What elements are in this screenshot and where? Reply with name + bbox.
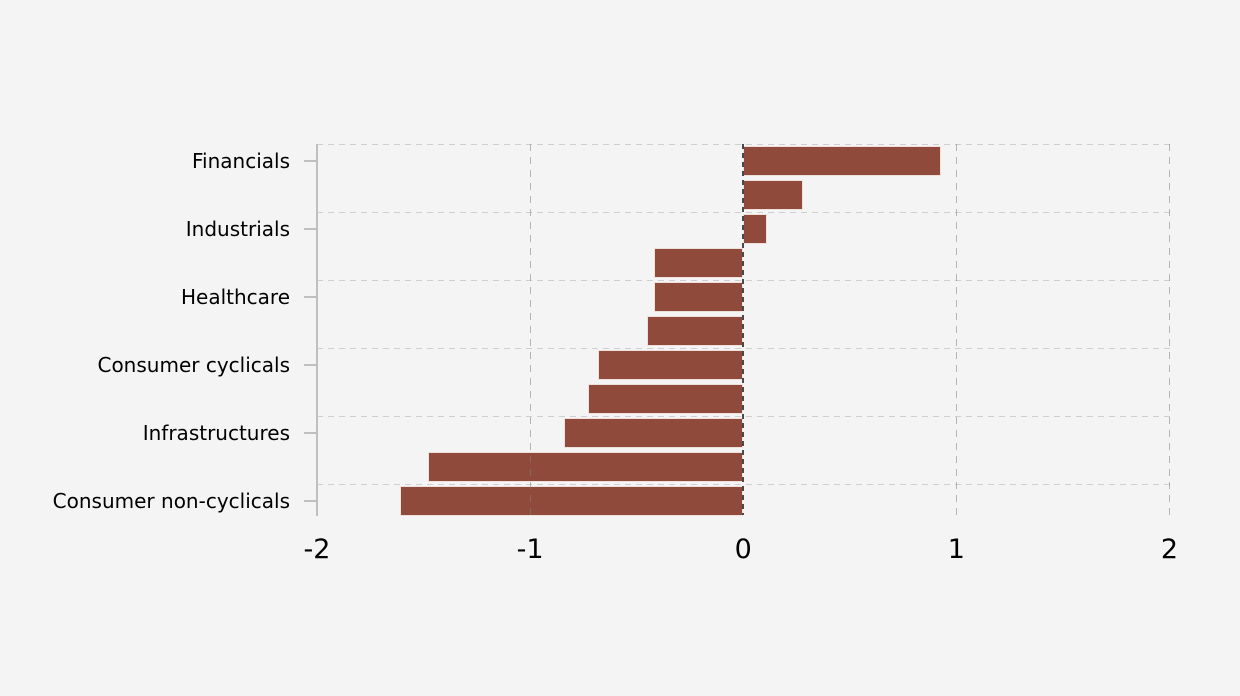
bar	[743, 180, 803, 210]
bar	[427, 452, 744, 482]
bar	[653, 282, 744, 312]
bar	[564, 418, 744, 448]
category-tick	[304, 500, 317, 502]
category-tick	[304, 228, 317, 230]
bar	[400, 486, 744, 516]
vertical-gridline	[1169, 144, 1170, 515]
bar	[743, 146, 942, 176]
x-tick-label: -2	[303, 534, 331, 565]
category-label: Infrastructures	[142, 421, 290, 445]
x-tick-label: -1	[516, 534, 544, 565]
bar	[587, 384, 744, 414]
bar	[647, 316, 744, 346]
category-label: Financials	[192, 149, 290, 173]
category-label: Healthcare	[180, 285, 290, 309]
category-tick	[304, 296, 317, 298]
bar	[653, 248, 744, 278]
category-label: Consumer non-cyclicals	[52, 489, 290, 513]
x-tick-label: 1	[947, 534, 965, 565]
bar	[743, 214, 767, 244]
category-tick	[304, 160, 317, 162]
vertical-gridline	[529, 144, 531, 515]
x-tick-label: 0	[734, 534, 752, 565]
category-label: Industrials	[185, 217, 290, 241]
zero-line	[742, 144, 745, 515]
y-axis-line	[316, 144, 318, 516]
vertical-gridline	[955, 144, 957, 515]
x-tick-label: 2	[1160, 534, 1179, 565]
category-tick	[304, 432, 317, 434]
category-tick	[304, 364, 317, 366]
category-label: Consumer cyclicals	[97, 353, 290, 377]
bar	[598, 350, 744, 380]
